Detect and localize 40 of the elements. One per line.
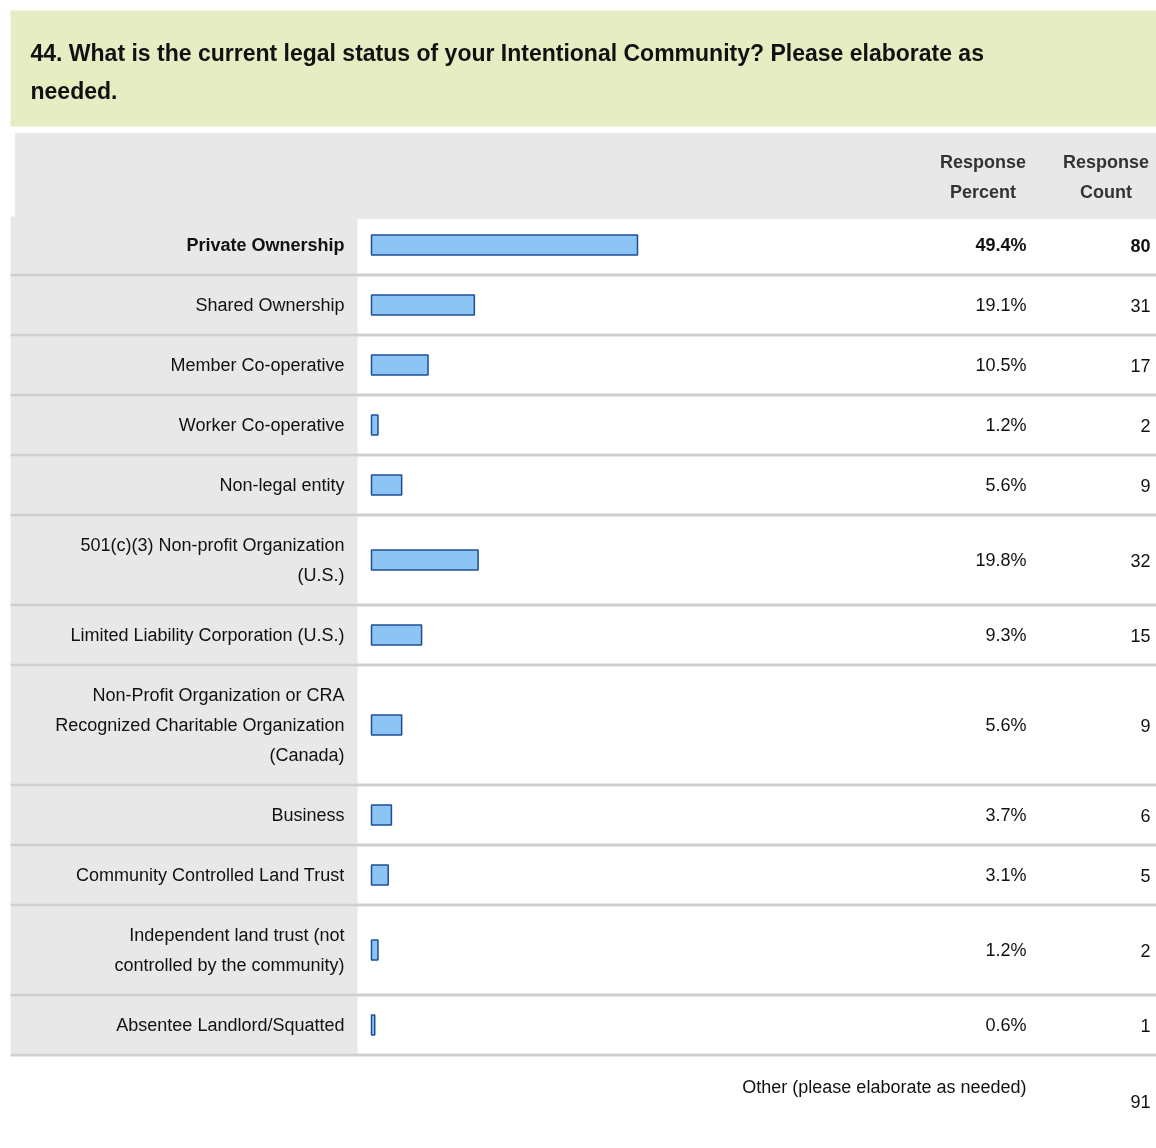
y-tick-label: Shared Ownership <box>195 295 345 315</box>
y-tick-label: Member Co-operative <box>170 355 345 375</box>
data-label: 19.8% <box>975 550 1027 570</box>
y-tick-label: Independent land trust (not controlled by the community) <box>114 925 345 975</box>
y-tick-label: Non-Profit Organization or CRA Recognized Charitable Organization (Canada) <box>55 685 345 765</box>
text: 91 <box>1130 1092 1151 1112</box>
data-label: 5.6% <box>985 475 1027 495</box>
y-tick-label: Private Ownership <box>186 235 345 255</box>
text: 17 <box>1130 355 1151 376</box>
text: 5 <box>1140 865 1151 886</box>
y-tick-label: Limited Liability Corporation (U.S.) <box>70 625 345 645</box>
text: 2 <box>1140 940 1151 961</box>
text: 2 <box>1140 415 1151 436</box>
y-tick-label: Community Controlled Land Trust <box>76 865 345 885</box>
data-label: 10.5% <box>975 355 1027 375</box>
picture-table-header: Response Percent Response Count <box>15 133 1156 219</box>
y-tick-label: Absentee Landlord/Squatted <box>116 1015 345 1035</box>
data-label: 1.2% <box>985 415 1027 435</box>
data-label: 3.1% <box>985 865 1027 885</box>
y-tick-label: Business <box>271 805 345 825</box>
y-tick-label: 501(c)(3) Non-profit Organization (U.S.) <box>80 535 345 585</box>
data-label: 0.6% <box>985 1015 1027 1035</box>
data-label: 19.1% <box>975 295 1027 315</box>
text: 1 <box>1140 1015 1151 1036</box>
text: 9 <box>1140 475 1151 496</box>
data-label: 9.3% <box>985 625 1027 645</box>
data-label: 1.2% <box>985 940 1027 960</box>
y-tick-label: Worker Co-operative <box>178 415 345 435</box>
chart-title: 44. What is the current legal status of your Intentional Community? Please elaborate as needed. <box>30 39 984 104</box>
data-label: 3.7% <box>985 805 1027 825</box>
data-label: 49.4% <box>975 235 1027 255</box>
text: Other (please elaborate as needed) <box>742 1076 1027 1097</box>
text: 15 <box>1130 625 1151 646</box>
text: 80 <box>1130 235 1151 256</box>
text: 31 <box>1130 295 1151 316</box>
data-label: 5.6% <box>985 715 1027 735</box>
y-tick-label: Non-legal entity <box>219 475 345 495</box>
text: 32 <box>1130 550 1151 571</box>
text: 9 <box>1140 715 1151 736</box>
text: 6 <box>1140 805 1151 826</box>
